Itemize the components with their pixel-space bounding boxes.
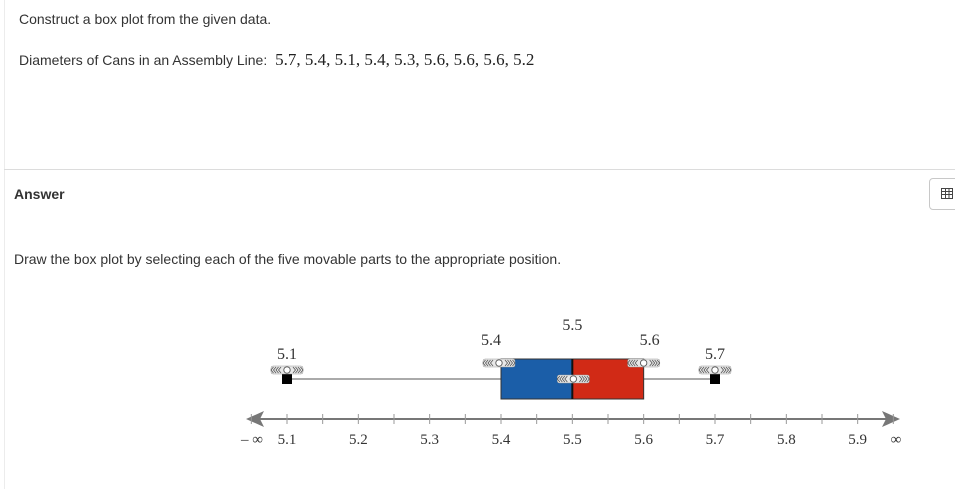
q1-drag-handle[interactable] (482, 358, 516, 368)
question-data: Diameters of Cans in an Assembly Line: 5… (19, 50, 534, 70)
neg-infinity-label: – ∞ (240, 432, 263, 448)
question-panel: Construct a box plot from the given data… (0, 0, 955, 170)
question-prompt: Construct a box plot from the given data… (19, 11, 272, 27)
table-button[interactable] (929, 178, 955, 210)
right-arrow-icon (882, 411, 900, 427)
left-border (4, 0, 5, 489)
q3-value-label: 5.6 (640, 332, 660, 349)
axis-tick-label: 5.8 (777, 432, 796, 448)
q1-value-label: 5.4 (481, 332, 501, 349)
max-endpoint-marker[interactable] (710, 374, 720, 384)
axis-tick-label: 5.2 (349, 432, 368, 448)
max-drag-handle[interactable] (698, 365, 732, 375)
pos-infinity-label: ∞ (891, 432, 902, 448)
axis-tick-label: 5.7 (706, 432, 725, 448)
min-value-label: 5.1 (277, 346, 297, 363)
median-value-label: 5.5 (562, 317, 582, 334)
min-drag-handle[interactable] (270, 365, 304, 375)
data-values: 5.7, 5.4, 5.1, 5.4, 5.3, 5.6, 5.6, 5.6, … (275, 50, 535, 69)
instruction-text: Draw the box plot by selecting each of t… (14, 251, 562, 267)
axis-tick-label: 5.4 (492, 432, 511, 448)
answer-label: Answer (14, 186, 65, 202)
section-divider (4, 169, 955, 170)
axis-tick-label: 5.1 (278, 432, 297, 448)
min-endpoint-marker[interactable] (282, 374, 292, 384)
table-icon (941, 188, 953, 199)
max-value-label: 5.7 (705, 346, 725, 363)
q3-drag-handle[interactable] (627, 358, 661, 368)
data-label: Diameters of Cans in an Assembly Line: (19, 52, 268, 68)
axis-tick-label: 5.5 (563, 432, 582, 448)
axis-tick-label: 5.6 (634, 432, 653, 448)
median-drag-handle[interactable] (556, 374, 590, 384)
axis-tick-label: 5.9 (848, 432, 867, 448)
left-arrow-icon (246, 411, 264, 427)
axis-tick-label: 5.3 (420, 432, 439, 448)
